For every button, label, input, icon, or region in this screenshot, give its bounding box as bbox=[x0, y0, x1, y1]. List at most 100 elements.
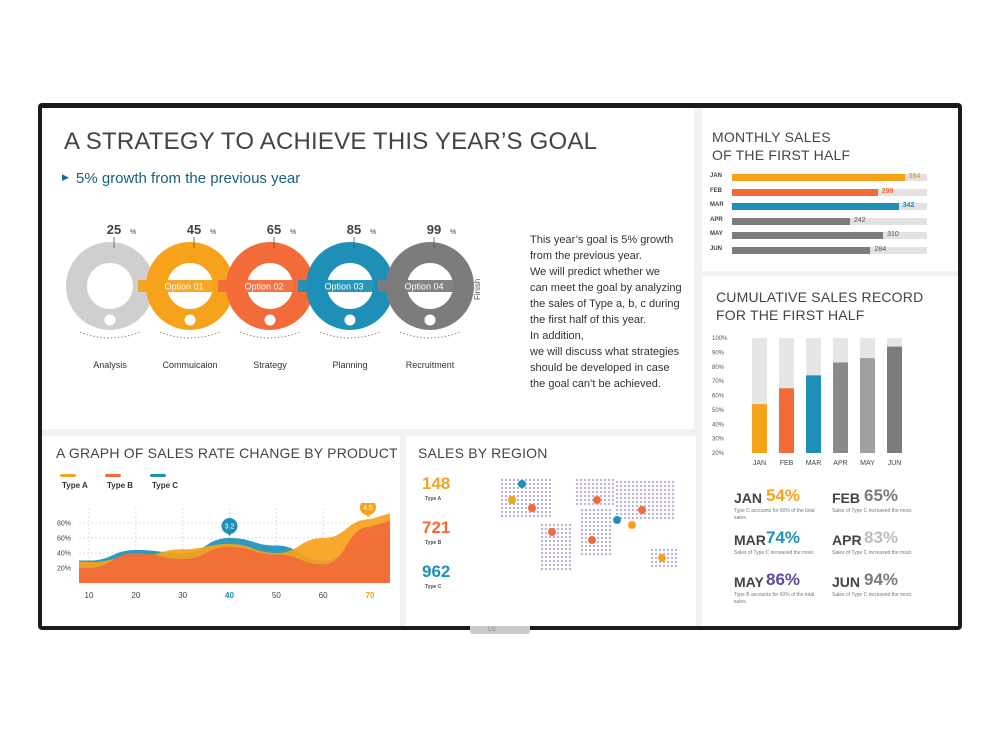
map-dot bbox=[659, 504, 663, 508]
map-dot bbox=[600, 512, 604, 516]
map-dot bbox=[654, 564, 658, 568]
map-dot bbox=[568, 535, 572, 539]
map-dot bbox=[552, 539, 556, 543]
value-pin bbox=[221, 518, 238, 534]
dotted-arc bbox=[239, 331, 301, 339]
map-dot bbox=[592, 552, 596, 556]
stat-description: Sales of Type C increased the most. bbox=[832, 508, 913, 514]
description-line: In addition, bbox=[530, 330, 584, 342]
map-dot bbox=[591, 494, 595, 498]
map-dot bbox=[544, 510, 548, 514]
month-label: MAY bbox=[710, 231, 723, 237]
map-dot bbox=[623, 512, 627, 516]
y-tick: 60% bbox=[712, 394, 725, 400]
map-dot bbox=[580, 528, 584, 532]
map-dot bbox=[667, 500, 671, 504]
map-dot bbox=[556, 523, 560, 527]
map-dot bbox=[500, 514, 504, 518]
map-dot bbox=[508, 506, 512, 510]
description-line: We will predict whether we bbox=[530, 266, 661, 278]
map-dot bbox=[536, 486, 540, 490]
map-dot bbox=[596, 528, 600, 532]
map-dot bbox=[504, 506, 508, 510]
map-dot bbox=[623, 516, 627, 520]
map-dot bbox=[663, 488, 667, 492]
map-dot bbox=[623, 492, 627, 496]
map-dot bbox=[643, 484, 647, 488]
map-dot bbox=[532, 494, 536, 498]
map-dot bbox=[662, 548, 666, 552]
map-dot bbox=[603, 482, 607, 486]
map-dot bbox=[591, 478, 595, 482]
map-dot bbox=[674, 548, 678, 552]
map-pin bbox=[588, 536, 596, 544]
map-dot bbox=[552, 555, 556, 559]
map-dot bbox=[552, 543, 556, 547]
map-dot bbox=[666, 552, 670, 556]
map-dot bbox=[635, 508, 639, 512]
legend-label: Type B bbox=[107, 481, 134, 490]
map-dot bbox=[587, 494, 591, 498]
map-dot bbox=[568, 563, 572, 567]
map-dot bbox=[504, 482, 508, 486]
map-dot bbox=[536, 482, 540, 486]
map-dot bbox=[666, 548, 670, 552]
map-dot bbox=[532, 486, 536, 490]
pin-tail bbox=[364, 512, 372, 518]
map-dot bbox=[635, 512, 639, 516]
map-dot bbox=[512, 506, 516, 510]
map-dot bbox=[516, 506, 520, 510]
stat-description: Sales of Type C increased the most. bbox=[832, 550, 913, 556]
map-dot bbox=[659, 508, 663, 512]
value-pin bbox=[360, 503, 376, 516]
map-dot bbox=[587, 490, 591, 494]
map-dot bbox=[596, 532, 600, 536]
map-dot bbox=[627, 496, 631, 500]
map-dot bbox=[655, 496, 659, 500]
map-dot bbox=[651, 492, 655, 496]
map-dot bbox=[516, 514, 520, 518]
map-dot bbox=[619, 484, 623, 488]
map-dot bbox=[643, 480, 647, 484]
stat-description: Type C accounts for 60% of the total sal… bbox=[734, 508, 815, 521]
map-dot bbox=[579, 482, 583, 486]
map-dot bbox=[659, 500, 663, 504]
map-dot bbox=[667, 504, 671, 508]
map-dot bbox=[600, 540, 604, 544]
month-label: FEB bbox=[710, 187, 722, 194]
map-dot bbox=[552, 559, 556, 563]
x-tick: 30 bbox=[178, 591, 187, 600]
area-chart: 80% 60% 40% 20% 10 20 30 40 50 60 70 3.2 4.5 bbox=[57, 503, 390, 600]
map-dot bbox=[560, 551, 564, 555]
map-dot bbox=[650, 560, 654, 564]
map-dot bbox=[608, 548, 612, 552]
map-dot bbox=[611, 502, 615, 506]
map-dot bbox=[596, 548, 600, 552]
map-dot bbox=[591, 482, 595, 486]
map-dot bbox=[520, 510, 524, 514]
x-label: MAR bbox=[806, 460, 822, 467]
map-dot bbox=[568, 523, 572, 527]
map-dot bbox=[604, 524, 608, 528]
map-dot bbox=[650, 556, 654, 560]
map-dot bbox=[619, 504, 623, 508]
monthly-sales-title-line: MONTHLY SALES bbox=[712, 129, 831, 145]
map-dot bbox=[615, 480, 619, 484]
map-dot bbox=[627, 492, 631, 496]
map-dot bbox=[536, 490, 540, 494]
clock-icon bbox=[263, 313, 277, 327]
map-dot bbox=[584, 544, 588, 548]
map-dot bbox=[508, 514, 512, 518]
map-dot bbox=[528, 482, 532, 486]
map-dot bbox=[596, 508, 600, 512]
map-dot bbox=[548, 502, 552, 506]
map-pin bbox=[593, 496, 601, 504]
map-dot bbox=[671, 512, 675, 516]
map-dot bbox=[588, 532, 592, 536]
map-dot bbox=[663, 496, 667, 500]
map-dot bbox=[635, 516, 639, 520]
x-label: MAY bbox=[860, 460, 875, 467]
map-dot bbox=[663, 480, 667, 484]
map-dot bbox=[564, 547, 568, 551]
map-dot bbox=[548, 514, 552, 518]
